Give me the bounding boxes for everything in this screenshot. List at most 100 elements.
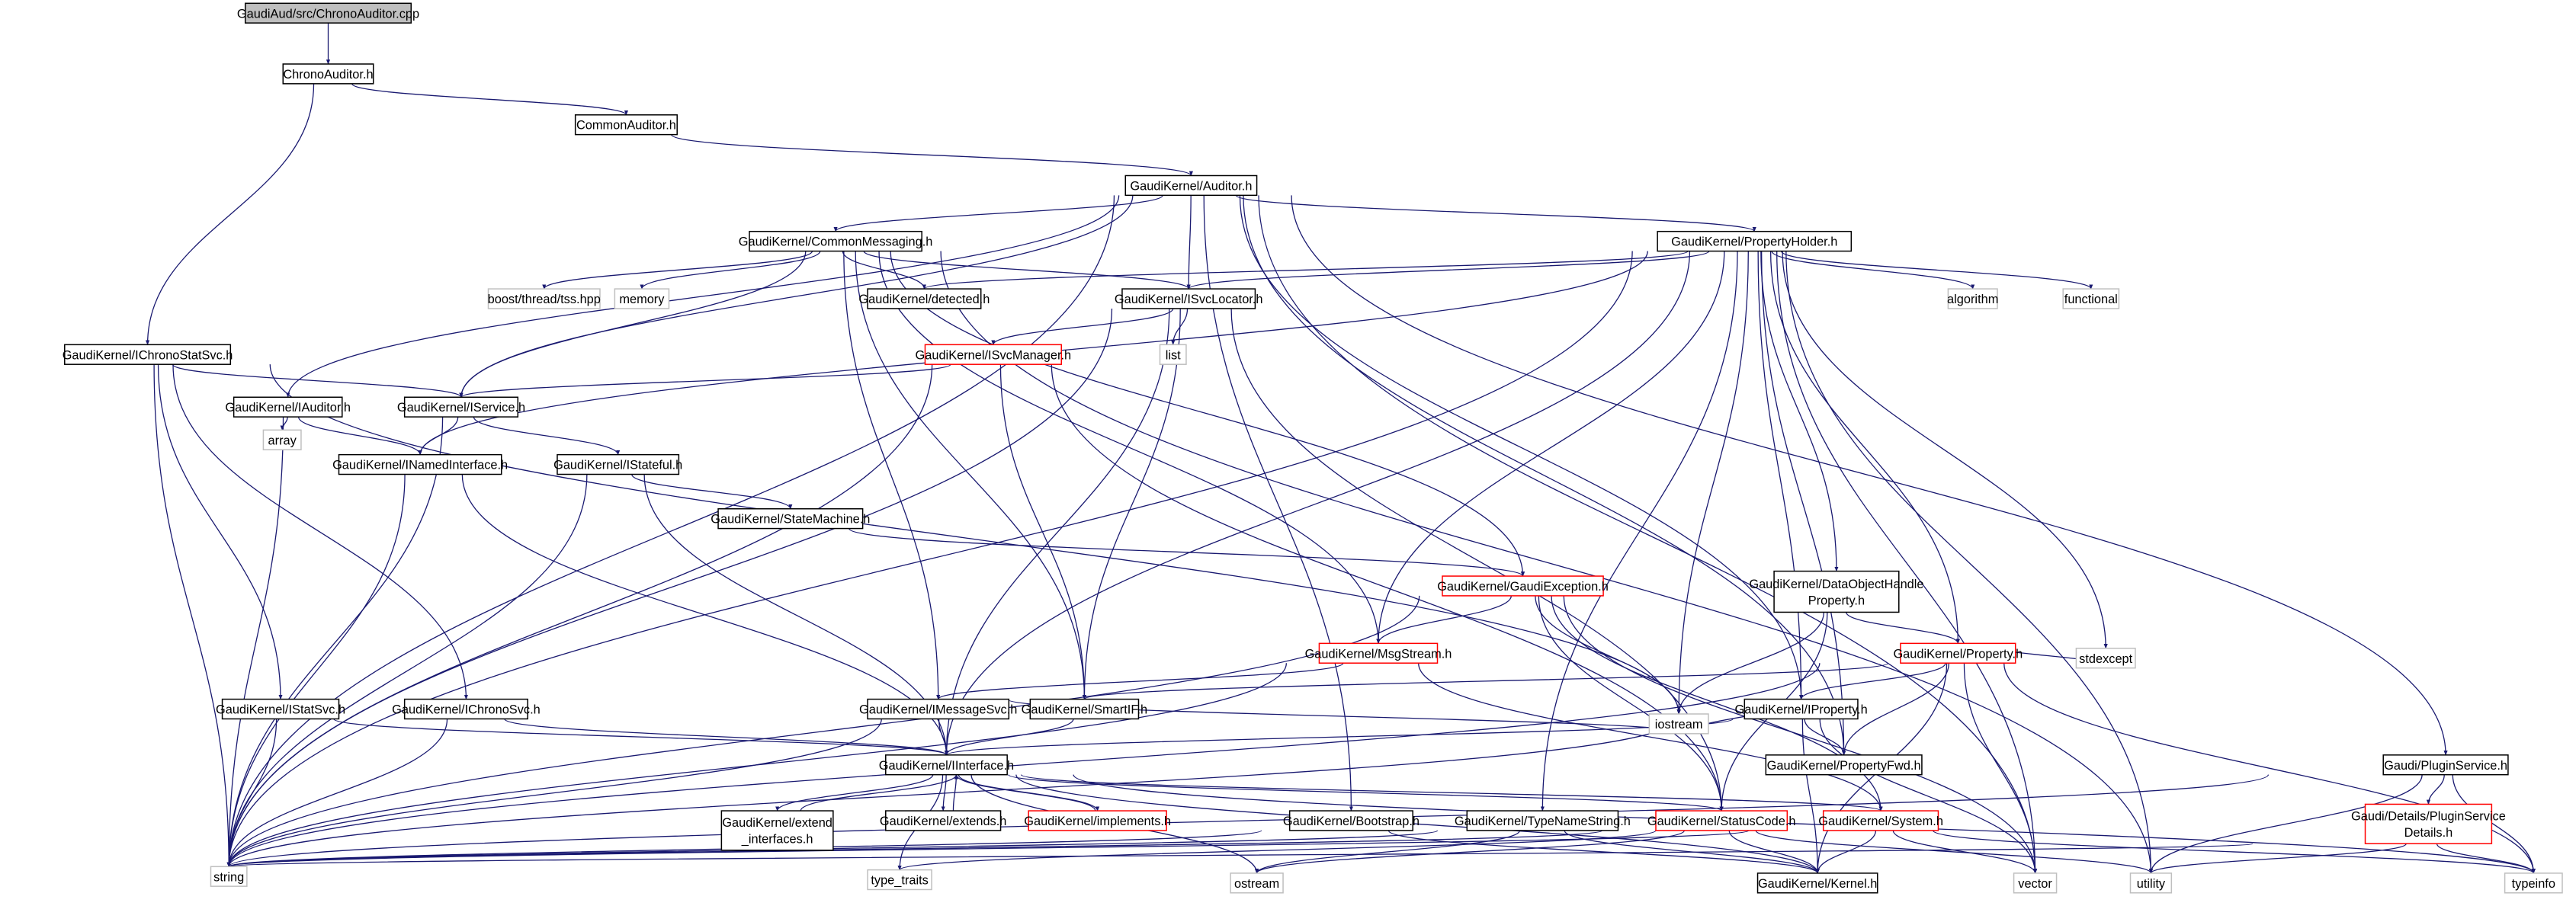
edge-propholder-to-typename: [1540, 251, 1738, 812]
node-typeinfo[interactable]: typeinfo: [2504, 872, 2563, 894]
node-label: GaudiKernel/Kernel.h: [1758, 877, 1877, 891]
node-system[interactable]: GaudiKernel/System.h: [1818, 810, 1943, 831]
node-inamed[interactable]: GaudiKernel/INamedInterface.h: [332, 453, 508, 475]
node-istatsvc[interactable]: GaudiKernel/IStatSvc.h: [216, 698, 345, 720]
edge-iservice-to-string: [226, 417, 444, 867]
edge-commsg-to-imsgsvc: [843, 251, 941, 700]
node-propholder[interactable]: GaudiKernel/PropertyHolder.h: [1657, 230, 1853, 252]
node-statuscode[interactable]: GaudiKernel/StatusCode.h: [1647, 810, 1796, 831]
node-box: [210, 866, 248, 887]
edge-propholder-to-propfwd: [1760, 251, 1846, 756]
node-pluginsvc[interactable]: Gaudi/PluginService.h: [2382, 754, 2509, 776]
edge-commonaud-to-auditor: [671, 134, 1193, 177]
node-commsg[interactable]: GaudiKernel/CommonMessaging.h: [739, 230, 933, 252]
node-istateful[interactable]: GaudiKernel/IStateful.h: [553, 453, 682, 475]
edge-propholder-to-iostream: [1676, 251, 1749, 715]
edge-iinterface-to-typeinfo: [1073, 774, 2536, 874]
node-label: GaudiKernel/IChronoSvc.h: [392, 703, 541, 717]
node-bootstrap[interactable]: GaudiKernel/Bootstrap.h: [1283, 810, 1420, 831]
node-iinterface[interactable]: GaudiKernel/IInterface.h: [879, 754, 1014, 776]
node-string[interactable]: string: [210, 866, 248, 887]
node-iproperty[interactable]: GaudiKernel/IProperty.h: [1734, 698, 1868, 720]
node-label: GaudiKernel/Auditor.h: [1130, 179, 1252, 193]
edge-ichronosvc-to-iinterface: [504, 718, 948, 756]
node-box: [2062, 288, 2120, 309]
edge-propholder-to-detected: [922, 250, 1689, 290]
node-extendif[interactable]: GaudiKernel/extend _interfaces.h: [720, 810, 834, 851]
edge-ichronostat-to-iostream: [269, 364, 1681, 715]
node-typename[interactable]: GaudiKernel/TypeNameString.h: [1455, 810, 1631, 831]
edge-iinterface-to-system: [1020, 774, 1883, 812]
node-dohprop[interactable]: GaudiKernel/DataObjectHandle Property.h: [1749, 570, 1924, 613]
node-algorithm[interactable]: algorithm: [1947, 288, 1998, 309]
edge-property-to-typeinfo: [2003, 663, 2536, 874]
edge-propholder-to-isvcloc: [1186, 250, 1710, 290]
node-msgstream[interactable]: GaudiKernel/MsgStream.h: [1305, 642, 1452, 664]
node-label: GaudiKernel/CommonMessaging.h: [739, 235, 933, 249]
node-label: typeinfo: [2512, 877, 2555, 891]
node-label: type_traits: [871, 874, 928, 888]
node-extends[interactable]: GaudiKernel/extends.h: [880, 810, 1006, 831]
edge-dohprop-to-iostream: [1676, 612, 1825, 715]
node-label: GaudiKernel/ISvcLocator.h: [1115, 293, 1263, 306]
node-label: GaudiKernel/GaudiException.h: [1437, 580, 1609, 594]
node-box: [403, 396, 519, 418]
node-chronoaud[interactable]: ChronoAuditor.h: [282, 63, 374, 85]
node-typetraits[interactable]: type_traits: [867, 869, 932, 891]
node-isvcmgr[interactable]: GaudiKernel/ISvcManager.h: [916, 344, 1072, 365]
node-stdexcept[interactable]: stdexcept: [2075, 648, 2136, 669]
node-box: [867, 288, 982, 309]
node-gaudiexc[interactable]: GaudiKernel/GaudiException.h: [1437, 575, 1609, 597]
node-boosttss[interactable]: boost/thread/tss.hpp: [487, 288, 601, 309]
node-label: array: [268, 434, 297, 447]
edge-bootstrap-to-kernel: [1387, 830, 1820, 874]
node-memory[interactable]: memory: [614, 288, 670, 309]
node-box: [1773, 570, 1900, 613]
node-label: GaudiKernel/Property.h: [1893, 647, 2023, 661]
node-iservice[interactable]: GaudiKernel/IService.h: [397, 396, 525, 418]
node-cpp[interactable]: GaudiAud/src/ChronoAuditor.cpp: [237, 2, 419, 24]
node-box: [1028, 810, 1167, 831]
node-label: ostream: [1234, 877, 1279, 891]
node-kernel[interactable]: GaudiKernel/Kernel.h: [1756, 872, 1878, 894]
node-property[interactable]: GaudiKernel/Property.h: [1893, 642, 2023, 664]
node-label: GaudiKernel/extend: [722, 816, 832, 830]
node-auditor[interactable]: GaudiKernel/Auditor.h: [1124, 174, 1258, 197]
node-detected[interactable]: GaudiKernel/detected.h: [858, 288, 990, 309]
node-label: memory: [619, 293, 665, 306]
edge-propholder-to-dohprop: [1760, 251, 1839, 572]
node-box: [885, 810, 1002, 831]
node-label: GaudiKernel/IStateful.h: [553, 459, 682, 472]
node-label: GaudiKernel/INamedInterface.h: [332, 459, 508, 472]
node-ichronostat[interactable]: GaudiKernel/IChronoStatSvc.h: [63, 344, 233, 365]
edge-system-to-vector: [1892, 830, 2038, 874]
node-utility[interactable]: utility: [2129, 872, 2173, 894]
edge-iinterface-to-kernel: [1015, 774, 1820, 874]
node-array[interactable]: array: [262, 429, 302, 450]
edge-commsg-to-smartif: [855, 251, 1086, 700]
node-ichronosvc[interactable]: GaudiKernel/IChronoSvc.h: [392, 698, 541, 720]
node-box: [244, 2, 412, 24]
node-isvcloc[interactable]: GaudiKernel/ISvcLocator.h: [1115, 288, 1263, 309]
node-box: [487, 288, 601, 309]
node-iauditor[interactable]: GaudiKernel/IAuditor.h: [225, 396, 351, 418]
node-vector[interactable]: vector: [2013, 872, 2058, 894]
node-propfwd[interactable]: GaudiKernel/PropertyFwd.h: [1765, 754, 1923, 776]
node-plugindetails[interactable]: Gaudi/Details/PluginService Details.h: [2351, 803, 2506, 844]
edge-istateful-to-string: [226, 474, 588, 867]
node-imsgsvc[interactable]: GaudiKernel/IMessageSvc.h: [859, 698, 1017, 720]
node-smartif[interactable]: GaudiKernel/SmartIF.h: [1022, 698, 1148, 720]
edge-isvcmgr-to-iservice: [459, 363, 951, 398]
edge-propholder-to-msgstream: [1376, 251, 1725, 645]
node-box: [614, 288, 670, 309]
node-ostream[interactable]: ostream: [1230, 872, 1284, 894]
node-label: GaudiKernel/ISvcManager.h: [916, 348, 1072, 362]
node-implements[interactable]: GaudiKernel/implements.h: [1024, 810, 1171, 831]
node-iostream[interactable]: iostream: [1648, 713, 1709, 735]
node-commonaud[interactable]: CommonAuditor.h: [574, 114, 678, 136]
node-list[interactable]: list: [1159, 344, 1187, 365]
edge-iauditor-to-array: [280, 417, 288, 431]
node-functional[interactable]: functional: [2062, 288, 2120, 309]
edge-inamed-to-string: [226, 474, 406, 867]
node-statemachine[interactable]: GaudiKernel/StateMachine.h: [711, 507, 870, 530]
